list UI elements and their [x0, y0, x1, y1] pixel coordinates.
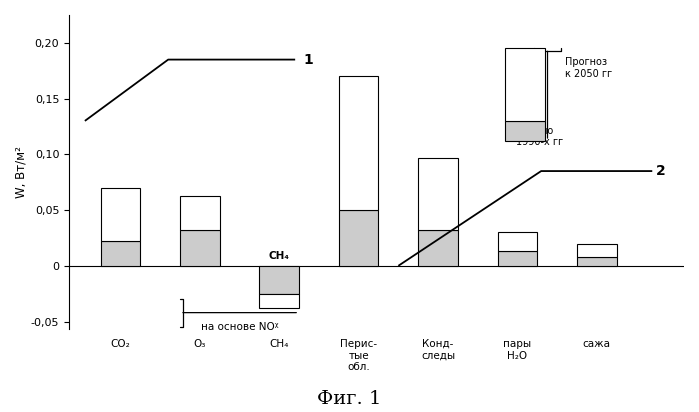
- Bar: [498, 251, 538, 266]
- Text: Прогноз
к 2050 гг: Прогноз к 2050 гг: [565, 57, 612, 79]
- Bar: [180, 196, 219, 230]
- Bar: [505, 121, 545, 141]
- Bar: [418, 158, 458, 230]
- Bar: [101, 241, 140, 266]
- Bar: [339, 76, 378, 210]
- Bar: [505, 49, 545, 121]
- Bar: [259, 266, 299, 294]
- Bar: [180, 230, 219, 266]
- Text: на основе NOᵡ: на основе NOᵡ: [201, 321, 278, 332]
- Bar: [577, 257, 617, 266]
- Bar: [101, 188, 140, 241]
- Text: 2: 2: [656, 164, 666, 178]
- Bar: [259, 294, 299, 308]
- Bar: [577, 243, 617, 257]
- Text: Начало
1990-х гг: Начало 1990-х гг: [516, 126, 563, 147]
- Text: CH₄: CH₄: [269, 251, 289, 261]
- Bar: [339, 210, 378, 266]
- Text: Фиг. 1: Фиг. 1: [317, 390, 382, 408]
- Text: 1: 1: [303, 53, 313, 67]
- Bar: [498, 232, 538, 251]
- Y-axis label: W, Вт/м²: W, Вт/м²: [15, 146, 28, 198]
- Bar: [418, 230, 458, 266]
